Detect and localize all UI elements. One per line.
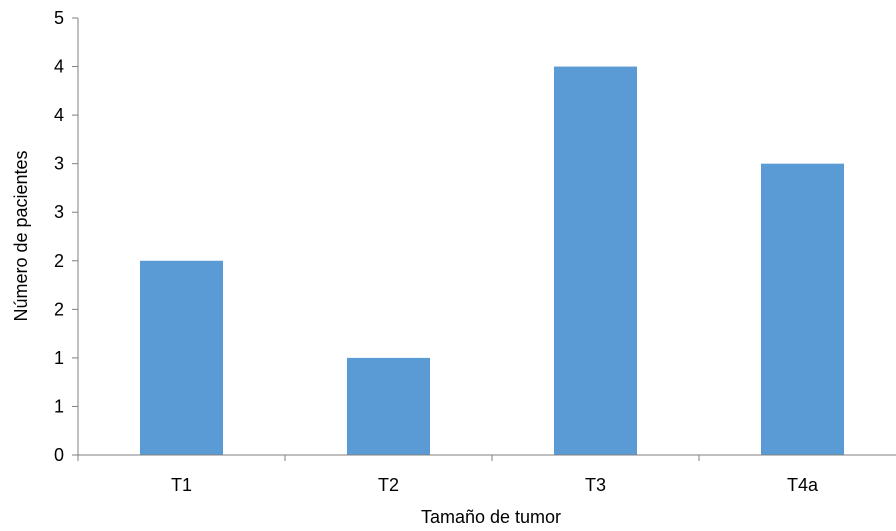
y-tick-label: 3 (54, 154, 64, 174)
y-axis-ticks: 0 1 1 2 2 3 3 4 4 5 (54, 8, 78, 465)
y-tick-label: 1 (54, 348, 64, 368)
bar-t1 (140, 260, 223, 455)
y-tick-label: 4 (54, 57, 64, 77)
x-tick-label: T1 (171, 475, 192, 495)
x-tick-label: T2 (378, 475, 399, 495)
y-tick-label: 2 (54, 299, 64, 319)
x-axis-title: Tamaño de tumor (421, 507, 561, 527)
y-tick-label: 0 (54, 445, 64, 465)
y-tick-label: 3 (54, 202, 64, 222)
y-axis-title: Número de pacientes (11, 150, 31, 321)
y-tick-label: 5 (54, 8, 64, 28)
bars (140, 66, 844, 456)
x-axis-ticks: T1 T2 T3 T4a (77, 455, 819, 495)
y-tick-label: 4 (54, 105, 64, 125)
x-tick-label: T4a (787, 475, 819, 495)
bar-t2 (347, 357, 430, 455)
y-tick-label: 2 (54, 251, 64, 271)
bar-t4a (761, 163, 844, 455)
x-tick-label: T3 (585, 475, 606, 495)
y-tick-label: 1 (54, 396, 64, 416)
bar-t3 (554, 66, 637, 456)
